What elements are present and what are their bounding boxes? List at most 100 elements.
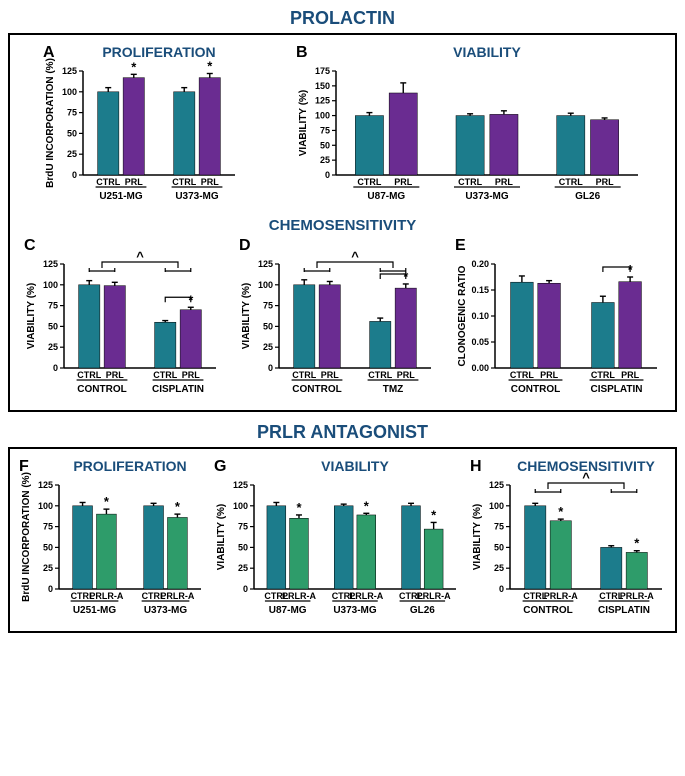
ytick-label: 125 — [38, 480, 53, 490]
ytick-label: 100 — [315, 111, 330, 121]
bar — [456, 116, 484, 175]
row-fgh: FPROLIFERATION0255075100125BrdU INCORPOR… — [14, 457, 671, 627]
bar — [601, 547, 622, 589]
bar — [557, 116, 585, 175]
ytick-label: 0 — [72, 170, 77, 180]
bar — [389, 93, 417, 175]
ytick-label: 100 — [62, 87, 77, 97]
bar — [104, 286, 125, 368]
ytick-label: 125 — [258, 259, 273, 269]
ytick-label: 75 — [263, 301, 273, 311]
sig-marker: * — [364, 498, 370, 513]
chemo-title: CHEMOSENSITIVITY — [14, 217, 671, 234]
sig-marker: * — [175, 499, 181, 514]
ytick-label: 0 — [268, 363, 273, 373]
bar-label: PRL — [621, 370, 640, 380]
sig-caret: ^ — [582, 470, 590, 485]
bar — [180, 310, 201, 368]
chart-H: HCHEMOSENSITIVITY0255075100125VIABILITY … — [468, 457, 668, 627]
prolactin-title: PROLACTIN — [0, 8, 685, 29]
ytick-label: 75 — [320, 125, 330, 135]
group-label: U251-MG — [99, 191, 143, 202]
group-label: CONTROL — [523, 605, 572, 616]
group-label: CONTROL — [77, 384, 126, 395]
chart-title: PROLIFERATION — [102, 44, 215, 60]
ytick-label: 100 — [258, 280, 273, 290]
bar — [199, 78, 220, 175]
ytick-label: 50 — [494, 542, 504, 552]
ytick-label: 0.20 — [472, 259, 490, 269]
bar — [396, 288, 417, 368]
bar — [96, 514, 116, 589]
ytick-label: 0 — [325, 170, 330, 180]
chart-E: E0.000.050.100.150.20CLONOGENIC RATIOCTR… — [453, 236, 663, 406]
group-label: U373-MG — [466, 191, 510, 202]
bar — [72, 506, 92, 589]
bar-label: PRLR-A — [417, 591, 451, 601]
bar-label: PRL — [182, 370, 201, 380]
ytick-label: 125 — [315, 96, 330, 106]
bar-label: PRL — [321, 370, 340, 380]
ytick-label: 25 — [494, 563, 504, 573]
chart-C: C0255075100125VIABILITY (%)CTRLPRLCONTRO… — [22, 236, 222, 406]
sig-marker: * — [432, 507, 438, 522]
chart-B: BVIABILITY0255075100125150175VIABILITY (… — [294, 43, 644, 213]
bar-label: PRLR-A — [160, 591, 194, 601]
group-label: GL26 — [410, 605, 435, 616]
bar — [143, 506, 163, 589]
ytick-label: 175 — [315, 66, 330, 76]
chart-title: PROLIFERATION — [73, 458, 186, 474]
group-label: U373-MG — [334, 605, 378, 616]
ytick-label: 75 — [43, 522, 53, 532]
y-axis-label: VIABILITY (%) — [241, 283, 252, 349]
ytick-label: 100 — [43, 280, 58, 290]
bar-label: CTRL — [77, 370, 101, 380]
sig-caret: ^ — [352, 249, 360, 264]
panel-f: FPROLIFERATION0255075100125BrdU INCORPOR… — [17, 457, 207, 627]
ytick-label: 25 — [48, 342, 58, 352]
panel-b: BVIABILITY0255075100125150175VIABILITY (… — [294, 43, 644, 213]
panel-c: C0255075100125VIABILITY (%)CTRLPRLCONTRO… — [22, 236, 222, 406]
bar — [78, 285, 99, 368]
ytick-label: 50 — [263, 321, 273, 331]
group-label: GL26 — [575, 191, 600, 202]
ytick-label: 50 — [320, 140, 330, 150]
group-label: CISPLATIN — [152, 384, 204, 395]
group-label: CISPLATIN — [598, 605, 650, 616]
sig-marker: * — [207, 58, 213, 73]
bar-label: PRLR-A — [282, 591, 316, 601]
group-label: U251-MG — [73, 605, 117, 616]
bar — [511, 282, 534, 368]
chart-G: GVIABILITY0255075100125VIABILITY (%)CTRL… — [212, 457, 462, 627]
ytick-label: 100 — [38, 501, 53, 511]
group-label: U373-MG — [144, 605, 188, 616]
bar-label: CTRL — [153, 370, 177, 380]
bottom-panel-box: FPROLIFERATION0255075100125BrdU INCORPOR… — [8, 447, 677, 633]
y-axis-label: BrdU INCORPORATION (%) — [45, 58, 56, 188]
bar — [619, 282, 642, 368]
bar-label: CTRL — [510, 370, 534, 380]
sig-caret: ^ — [136, 249, 144, 264]
bar — [357, 515, 376, 589]
ytick-label: 0.10 — [472, 311, 490, 321]
bar — [626, 552, 647, 589]
chart-title: VIABILITY — [453, 44, 521, 60]
ytick-label: 125 — [489, 480, 504, 490]
ytick-label: 100 — [233, 501, 248, 511]
bar — [267, 506, 286, 589]
ytick-label: 75 — [67, 108, 77, 118]
y-axis-label: VIABILITY (%) — [298, 90, 309, 156]
sig-marker: * — [634, 536, 640, 551]
bar-label: PRL — [125, 177, 144, 187]
bar-label: CTRL — [559, 177, 583, 187]
panel-a: APROLIFERATION0255075100125BrdU INCORPOR… — [41, 43, 241, 213]
bar-label: CTRL — [96, 177, 120, 187]
panel-e: E0.000.050.100.150.20CLONOGENIC RATIOCTR… — [453, 236, 663, 406]
ytick-label: 0.15 — [472, 285, 490, 295]
ytick-label: 75 — [238, 522, 248, 532]
ytick-label: 25 — [43, 563, 53, 573]
group-label: CONTROL — [511, 384, 560, 395]
bar-label: CTRL — [591, 370, 615, 380]
ytick-label: 50 — [67, 128, 77, 138]
chart-F: FPROLIFERATION0255075100125BrdU INCORPOR… — [17, 457, 207, 627]
